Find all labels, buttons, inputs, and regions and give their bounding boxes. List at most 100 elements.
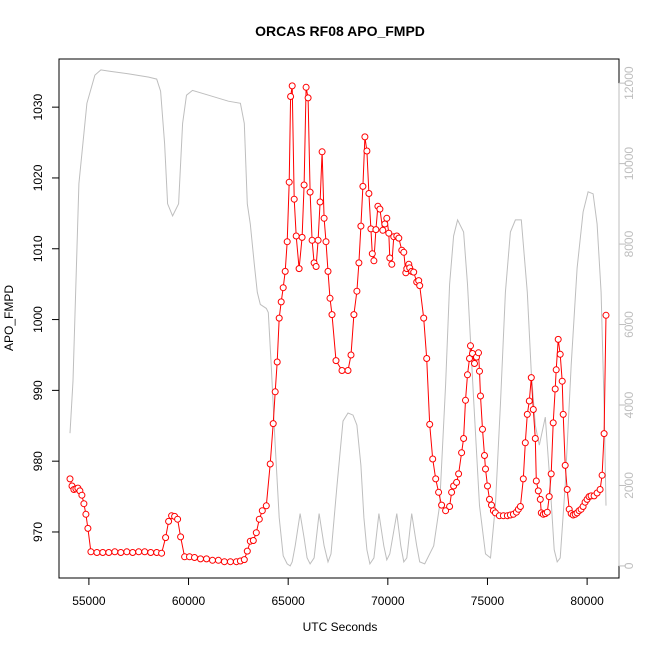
- apo-point: [527, 374, 535, 382]
- apo-point: [111, 548, 119, 556]
- apo-point: [332, 357, 340, 365]
- apo-point: [563, 486, 571, 493]
- apo-point: [243, 547, 251, 555]
- apo-point: [531, 435, 539, 442]
- y-tick-label: 990: [31, 380, 45, 400]
- apo-point: [462, 396, 469, 404]
- apo-point: [314, 236, 322, 244]
- apo-point: [312, 263, 320, 270]
- apo-point: [271, 388, 279, 396]
- apo-point: [87, 548, 95, 556]
- apo-point: [165, 517, 173, 525]
- apo-point: [123, 548, 131, 556]
- apo-point: [552, 366, 560, 374]
- apo-point: [324, 267, 332, 275]
- x-tick-label: 55000: [72, 594, 106, 608]
- apo-point: [93, 549, 101, 556]
- apo-point: [556, 350, 564, 358]
- apo-point: [191, 554, 198, 561]
- apo-point: [78, 491, 86, 499]
- apo-point: [347, 351, 355, 359]
- chart-title: ORCAS RF08 APO_FMPD: [255, 23, 425, 39]
- apo-point: [519, 475, 527, 483]
- y2-tick-label: 10000: [622, 147, 636, 181]
- apo-point: [350, 311, 358, 319]
- apo-point: [240, 556, 248, 564]
- apo-point: [82, 510, 90, 518]
- apo-point: [410, 268, 418, 276]
- apo-point: [479, 425, 486, 433]
- apo-point: [363, 147, 371, 155]
- apo-point: [388, 260, 396, 268]
- apo-point: [338, 367, 346, 374]
- apo-point: [162, 534, 170, 542]
- apo-point: [226, 558, 234, 566]
- apo-point: [400, 248, 408, 256]
- apo-point: [277, 298, 285, 306]
- x-tick-label: 75000: [471, 594, 505, 608]
- apo-point: [129, 549, 137, 556]
- apo-point: [147, 549, 155, 556]
- apo-point: [292, 232, 300, 240]
- y-axis-label: APO_FMPD: [2, 285, 16, 351]
- apo-point: [423, 355, 431, 362]
- apo-point: [269, 420, 277, 428]
- apo-point: [426, 420, 434, 428]
- y2-tick-label: 12000: [622, 66, 636, 100]
- apo-point: [386, 254, 394, 262]
- apo-point: [385, 229, 393, 237]
- apo-point: [435, 488, 443, 496]
- apo-point: [290, 195, 298, 203]
- apo-point: [438, 501, 446, 509]
- apo-point: [320, 214, 328, 222]
- apo-point: [372, 226, 380, 234]
- apo-point: [521, 439, 529, 447]
- apo-point: [596, 486, 604, 493]
- apo-point: [516, 503, 524, 510]
- plot-frame: [58, 58, 620, 579]
- apo-point: [361, 133, 369, 141]
- apo-point: [353, 287, 361, 295]
- x-tick-label: 80000: [570, 594, 604, 608]
- y-axis-left: 970 980 990 1000 1010 1020 1030: [31, 93, 60, 542]
- apo-point: [545, 493, 553, 501]
- apo-point: [318, 148, 326, 156]
- apo-point: [471, 360, 478, 367]
- y2-tick-label: 8000: [622, 230, 636, 257]
- apo-point: [304, 94, 312, 102]
- apo-point: [177, 533, 185, 541]
- apo-point: [174, 515, 182, 523]
- apo-point: [466, 355, 473, 362]
- apo-point: [420, 314, 428, 322]
- apo-point: [359, 182, 367, 190]
- apo-point: [275, 314, 283, 322]
- apo-point: [543, 508, 551, 516]
- y-tick-label: 970: [31, 522, 45, 542]
- apo-point: [561, 461, 569, 469]
- apo-point: [249, 537, 257, 544]
- apo-point: [322, 238, 330, 246]
- apo-point: [381, 220, 389, 228]
- apo-point: [446, 503, 454, 510]
- apo-point: [416, 282, 424, 290]
- apo-point: [158, 549, 166, 557]
- apo-point: [551, 385, 559, 393]
- apo-point: [281, 267, 289, 275]
- apo-point: [300, 181, 308, 189]
- x-axis-label: UTC Seconds: [303, 620, 378, 634]
- apo-point: [316, 198, 324, 206]
- apo-point: [442, 507, 450, 515]
- apo-point: [534, 487, 542, 495]
- y-tick-label: 1000: [31, 306, 45, 333]
- apo-point: [376, 205, 384, 213]
- apo-point: [460, 435, 468, 442]
- x-axis: 55000 60000 65000 70000 75000 80000: [72, 577, 604, 608]
- apo-point: [395, 234, 403, 242]
- apo-point: [209, 556, 216, 564]
- apo-point: [370, 257, 378, 265]
- altitude-series: [69, 69, 607, 567]
- x-tick-label: 70000: [371, 594, 405, 608]
- apo-point: [549, 419, 557, 427]
- apo-point: [214, 556, 222, 564]
- y-tick-label: 1010: [31, 235, 45, 262]
